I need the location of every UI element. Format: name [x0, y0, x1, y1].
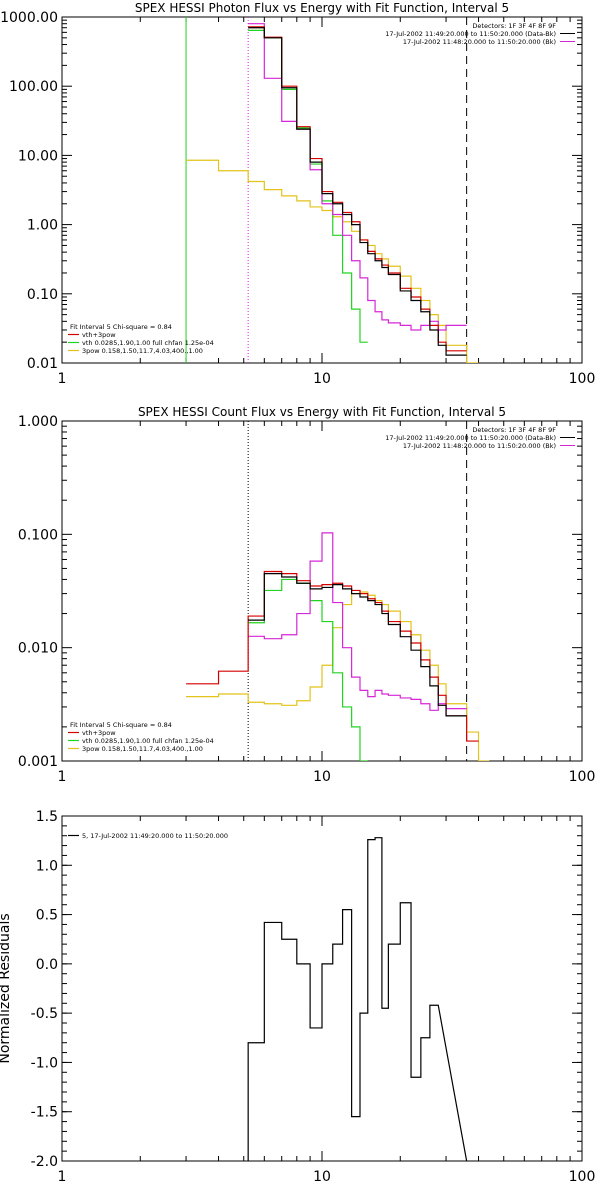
info-line: Detectors: 1F 3F 4F 8F 9F [472, 426, 556, 434]
y-tick-label: 1.5 [36, 809, 58, 825]
x-tick-label: 100 [569, 371, 596, 387]
y-tick-label: 100.00 [9, 79, 58, 95]
y-tick-label: -2.0 [31, 1154, 58, 1170]
legend-line: vth 0.0285,1.90,1.00 full chfan 1.25e-04 [82, 737, 214, 745]
y-tick-label: 0.10 [27, 287, 58, 303]
info-line: Detectors: 1F 3F 4F 8F 9F [472, 22, 556, 30]
legend-line: vth+3pow [82, 331, 116, 339]
y-tick-label: -1.0 [31, 1055, 58, 1071]
series-magenta-histogram [248, 532, 467, 711]
y-tick-label: 1000.00 [0, 10, 58, 26]
x-tick-label: 100 [569, 769, 596, 785]
legend-line: vth+3pow [82, 729, 116, 737]
y-tick-label: 1.0 [36, 858, 58, 874]
y-tick-label: -1.5 [31, 1105, 58, 1121]
x-tick-label: 1 [58, 769, 67, 785]
info-line: 17-Jul-2002 11:48:20.000 to 11:50:20.000… [403, 38, 556, 46]
y-tick-label: 10.00 [18, 148, 58, 164]
chart-title: SPEX HESSI Count Flux vs Energy with Fit… [138, 405, 506, 419]
residuals-panel: 1 10 100 -2.0 -1.5 -1.0 -0.5 0.0 0.5 1.0 1.5 Normal… [0, 809, 595, 1185]
y-tick-label: 0.001 [18, 754, 58, 770]
chart-title: SPEX HESSI Photon Flux vs Energy with Fi… [135, 1, 509, 15]
y-tick-label: -0.5 [31, 1006, 58, 1022]
legend-line: 5, 17-Jul-2002 11:49:20.000 to 11:50:20.… [82, 832, 228, 840]
legend-line: vth 0.0285,1.90,1.00 full chfan 1.25e-04 [82, 339, 214, 347]
legend-line: Fit Interval 5 Chi-square = 0.84 [70, 323, 172, 331]
info-line: 17-Jul-2002 11:49:20.000 to 11:50:20.000… [385, 30, 556, 38]
count-flux-panel: SPEX HESSI Count Flux vs Energy with Fit… [18, 405, 595, 785]
x-tick-label: 1 [58, 371, 67, 387]
y-tick-label: 0.100 [18, 527, 58, 543]
legend-line: 3pow 0.158,1.50,11.7,4.03,400.,1.00 [82, 347, 203, 355]
series-black-histogram [248, 27, 467, 356]
y-tick-label: 0.5 [36, 908, 58, 924]
legend-line: Fit Interval 5 Chi-square = 0.84 [70, 721, 172, 729]
info-line: 17-Jul-2002 11:49:20.000 to 11:50:20.000… [385, 434, 556, 442]
info-line: 17-Jul-2002 11:48:20.000 to 11:50:20.000… [403, 442, 556, 450]
y-tick-label: 0.01 [27, 356, 58, 372]
legend-line: 3pow 0.158,1.50,11.7,4.03,400.,1.00 [82, 745, 203, 753]
x-tick-label: 10 [313, 1169, 331, 1185]
y-tick-label: 0.0 [36, 957, 58, 973]
y-tick-label: 1.000 [18, 414, 58, 430]
x-tick-label: 10 [313, 769, 331, 785]
x-tick-label: 1 [58, 1169, 67, 1185]
series-black-histogram [247, 837, 468, 1161]
x-tick-label: 100 [569, 1169, 596, 1185]
y-tick-label: 0.010 [18, 641, 58, 657]
series-black-histogram [248, 573, 467, 717]
x-tick-label: 10 [313, 371, 331, 387]
series-green-histogram [248, 578, 368, 761]
y-tick-label: 1.00 [27, 218, 58, 234]
photon-flux-panel: SPEX HESSI Photon Flux vs Energy with Fi… [0, 1, 595, 387]
y-axis-label: Normalized Residuals [0, 913, 13, 1063]
